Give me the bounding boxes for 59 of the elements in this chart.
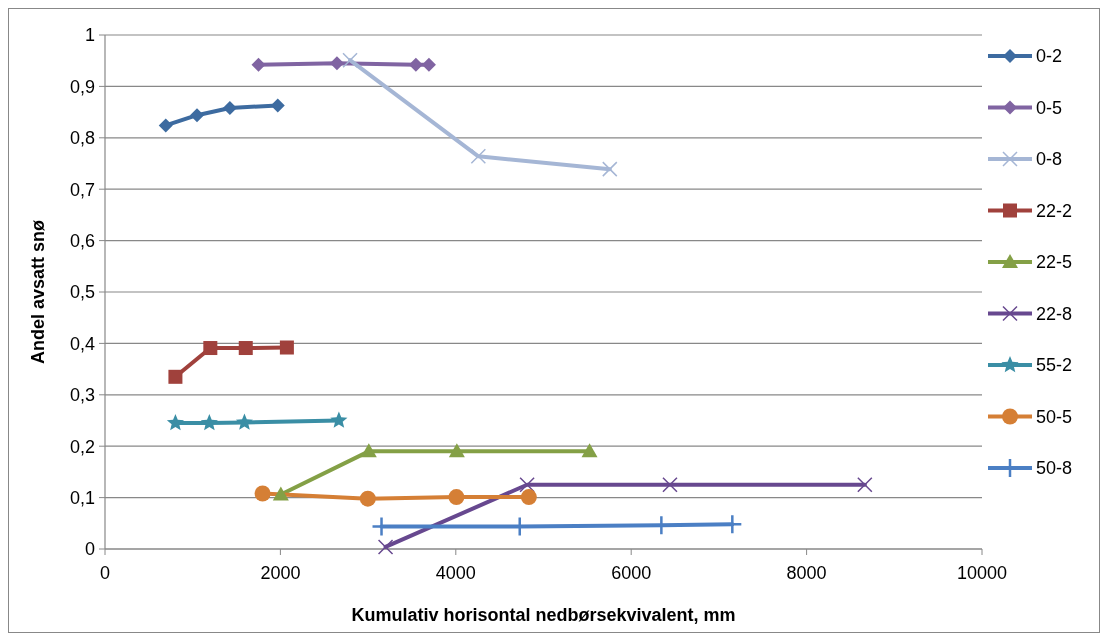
x-tick-label: 4000 xyxy=(435,563,476,583)
point xyxy=(270,98,285,113)
point xyxy=(238,341,253,356)
x-tick-label: 0 xyxy=(99,563,111,583)
point xyxy=(377,539,394,555)
legend-label: 0-2 xyxy=(1036,46,1063,67)
x-tick-label: 2000 xyxy=(260,563,301,583)
point xyxy=(222,100,237,115)
legend-label: 50-5 xyxy=(1036,406,1073,427)
point xyxy=(520,489,537,506)
point xyxy=(254,485,271,502)
point xyxy=(330,411,348,428)
legend-label: 22-5 xyxy=(1036,252,1073,273)
y-tick-label: 0,2 xyxy=(69,436,95,457)
y-tick-label: 0,8 xyxy=(69,128,95,149)
point xyxy=(602,161,618,177)
y-tick-label: 0,6 xyxy=(69,230,95,251)
point xyxy=(421,57,436,72)
point xyxy=(857,477,873,493)
y-tick-label: 0,9 xyxy=(69,76,95,97)
y-tick-label: 0,3 xyxy=(69,385,95,406)
point xyxy=(158,118,173,133)
y-tick-label: 0 xyxy=(84,539,95,560)
point xyxy=(408,57,423,72)
point xyxy=(581,443,598,458)
point xyxy=(200,414,218,431)
x-tick-label: 10000 xyxy=(956,563,1008,583)
legend-label: 22-2 xyxy=(1036,200,1073,221)
x-tick-label: 6000 xyxy=(611,563,652,583)
legend-label: 55-2 xyxy=(1036,355,1073,376)
y-tick-label: 0,4 xyxy=(69,333,95,354)
point xyxy=(251,57,266,72)
point xyxy=(168,369,183,384)
y-axis-title: Andel avsatt snø xyxy=(28,219,48,365)
point xyxy=(448,443,465,458)
legend-label: 0-5 xyxy=(1036,97,1063,118)
point xyxy=(279,340,294,355)
point xyxy=(190,108,204,123)
y-tick-label: 0,5 xyxy=(69,282,95,303)
y-tick-label: 0,1 xyxy=(69,487,95,508)
point xyxy=(203,341,218,356)
x-tick-label: 8000 xyxy=(786,563,827,583)
y-tick-label: 0,7 xyxy=(69,179,95,200)
point xyxy=(360,443,377,458)
point xyxy=(166,414,184,431)
point xyxy=(329,56,344,71)
legend-label: 0-8 xyxy=(1036,149,1063,170)
legend-label: 50-8 xyxy=(1036,458,1073,479)
point xyxy=(448,489,465,506)
point xyxy=(519,477,535,493)
y-tick-label: 1 xyxy=(84,25,95,46)
point xyxy=(235,413,253,430)
point xyxy=(662,477,678,493)
point xyxy=(470,148,487,165)
point xyxy=(272,486,289,501)
point xyxy=(342,52,358,68)
legend-label: 22-8 xyxy=(1036,303,1073,324)
x-axis-title: Kumulativ horisontal nedbørsekvivalent, mm xyxy=(351,605,736,625)
point xyxy=(359,490,376,507)
